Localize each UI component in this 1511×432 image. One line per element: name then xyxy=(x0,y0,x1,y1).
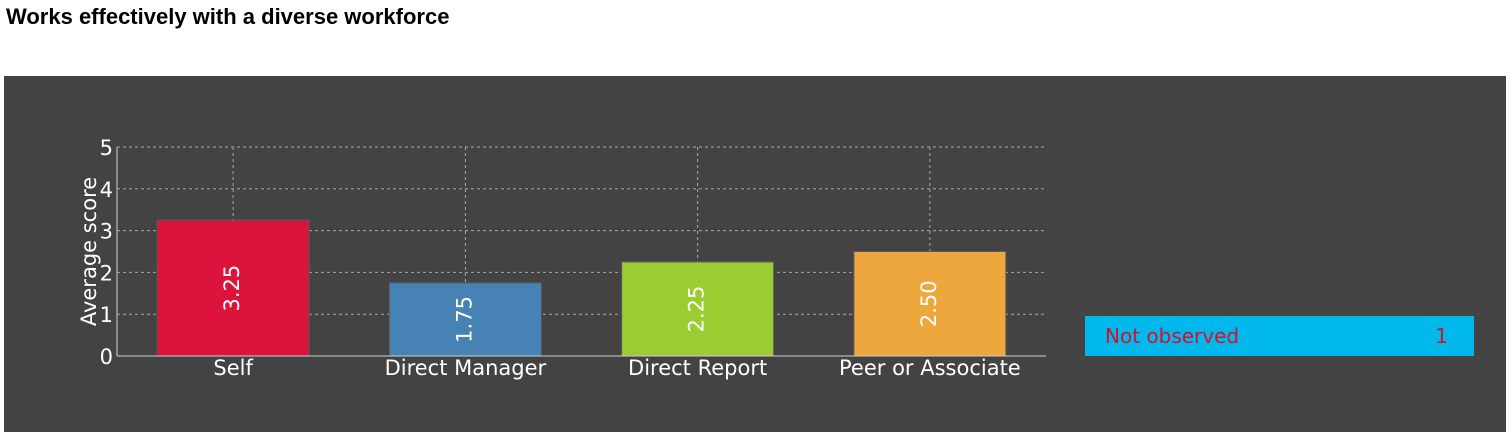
bar-value-label: 2.25 xyxy=(685,286,709,333)
bar-chart: 0 1 2 3 4 5 3.25 Self 1.75 Direct Manager 2.25 Dire… xyxy=(77,136,1046,380)
not-observed-label: Not observed xyxy=(1105,324,1240,348)
y-tick-label: 5 xyxy=(100,136,113,160)
y-tick-label: 4 xyxy=(100,178,113,202)
y-tick-label: 2 xyxy=(100,261,113,285)
page-title: Works effectively with a diverse workfor… xyxy=(6,4,450,29)
not-observed-count: 1 xyxy=(1435,324,1448,348)
bar-value-label: 2.50 xyxy=(917,280,941,327)
y-tick-label: 1 xyxy=(100,303,113,327)
y-axis-title: Average score xyxy=(77,177,101,326)
chart-panel: 0 1 2 3 4 5 3.25 Self 1.75 Direct Manager 2.25 Dire… xyxy=(4,76,1506,432)
bar xyxy=(621,261,775,357)
x-tick-label: Direct Report xyxy=(628,356,767,380)
bar xyxy=(388,282,542,357)
x-tick-label: Direct Manager xyxy=(385,356,547,380)
bar-value-label: 1.75 xyxy=(452,296,476,343)
bar-value-label: 3.25 xyxy=(220,265,244,312)
y-tick-label: 0 xyxy=(100,345,113,369)
y-tick-label: 3 xyxy=(100,220,113,244)
bar xyxy=(853,251,1007,357)
x-tick-label: Self xyxy=(213,356,253,380)
not-observed-legend: Not observed 1 xyxy=(1085,316,1474,356)
x-tick-label: Peer or Associate xyxy=(839,356,1021,380)
